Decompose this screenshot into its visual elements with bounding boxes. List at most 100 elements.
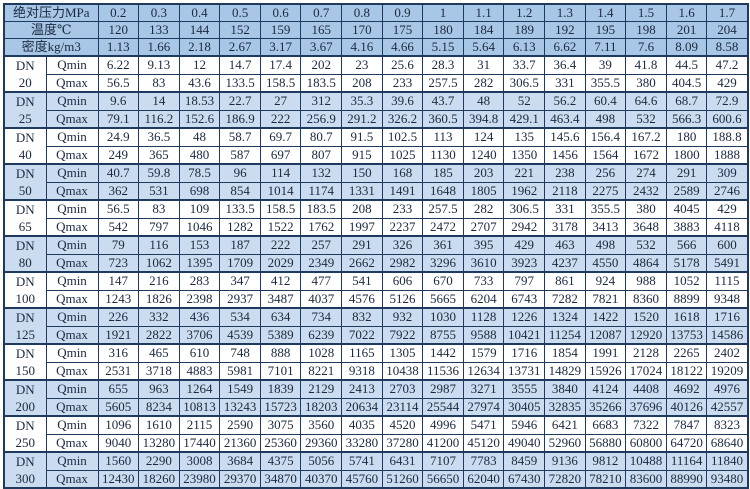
qmin-value-cell: 1030 [422, 307, 464, 327]
dn-cell: DN 125 [3, 307, 47, 345]
qmax-value-cell: 7022 [341, 325, 383, 345]
qmax-value-cell: 5491 [706, 253, 748, 273]
qmin-value-cell: 1560 [97, 451, 140, 471]
header-value-cell: 144 [178, 21, 221, 39]
qmin-row-dn-65: DN 65 Qmin 56.5 83 109 133.5 158.5 183.5 208 233 25… [3, 199, 748, 237]
qmax-value-cell: 8221 [300, 361, 343, 381]
qmin-value-cell: 168 [381, 163, 424, 183]
qmax-value-cell: 1062 [138, 253, 180, 273]
qmin-label-cell: Qmin [45, 235, 99, 255]
qmax-value-cell: 222 [259, 109, 302, 129]
qmax-row-dn-125: Qmax 1921 2822 3706 4539 5389 6239 7022 7922 8755… [4, 325, 748, 345]
qmin-value-cell: 498 [584, 235, 627, 255]
qmin-value-cell: 312 [300, 91, 343, 111]
dn-prefix-label: DN [15, 202, 35, 217]
qmin-value-cell: 116 [138, 235, 180, 255]
qmin-row-dn-25: DN 25 Qmin 9.6 14 18.53 22.7 27 312 35.3 39.6 43.7 4… [3, 91, 748, 129]
qmax-value-cell: 7282 [544, 289, 586, 309]
qmin-value-cell: 2128 [625, 343, 667, 363]
qmin-value-cell: 48 [178, 127, 221, 147]
qmin-value-cell: 41.8 [625, 55, 667, 75]
qmin-value-cell: 1716 [503, 343, 546, 363]
qmax-value-cell: 18260 [138, 469, 180, 489]
qmax-value-cell: 11254 [544, 325, 586, 345]
qmin-value-cell: 64.6 [625, 91, 667, 111]
header-row: 绝对压力MPa 0.2 0.3 0.4 0.5 0.6 0.7 0.8 0.9 1 1.1 1.2 1.… [3, 3, 748, 22]
qmax-value-cell: 3487 [259, 289, 302, 309]
dn-size-label: 250 [15, 435, 36, 450]
qmax-row-dn-150: Qmax 2531 3718 4883 5981 7101 8221 9318 10438 115… [4, 361, 748, 381]
qmin-value-cell: 606 [381, 271, 424, 291]
qmax-value-cell: 1395 [178, 253, 221, 273]
qmax-value-cell: 9348 [706, 289, 748, 309]
qmin-value-cell: 102.5 [381, 127, 424, 147]
qmax-value-cell: 3296 [422, 253, 464, 273]
qmin-value-cell: 670 [422, 271, 464, 291]
header-value-cell: 4.16 [341, 38, 383, 57]
dn-cell: DN 20 [3, 55, 47, 93]
qmax-label-cell: Qmax [45, 217, 99, 237]
qmin-value-cell: 150 [341, 163, 383, 183]
qmin-value-cell: 412 [259, 271, 302, 291]
qmax-row-dn-300: Qmax 12430 18260 23980 29370 34870 40370 45760 5… [4, 469, 748, 489]
qmin-value-cell: 282 [462, 199, 505, 219]
dn-size-label: 25 [18, 111, 32, 126]
qmin-value-cell: 7847 [665, 415, 708, 435]
qmax-value-cell: 331 [544, 73, 586, 93]
qmin-value-cell: 395 [462, 235, 505, 255]
dn-size-label: 40 [18, 147, 32, 162]
qmin-value-cell: 2115 [178, 415, 221, 435]
qmax-value-cell: 1491 [381, 181, 424, 201]
qmax-value-cell: 282 [462, 73, 505, 93]
qmax-value-cell: 18122 [665, 361, 708, 381]
qmin-value-cell: 40.7 [97, 163, 140, 183]
qmax-value-cell: 587 [219, 145, 261, 165]
qmax-row-dn-25: Qmax 79.1 116.2 152.6 186.9 222 256.9 291.2 326.… [4, 109, 748, 129]
qmax-value-cell: 807 [300, 145, 343, 165]
header-value-cell: 189 [503, 21, 546, 39]
qmin-value-cell: 291 [341, 235, 383, 255]
qmax-value-cell: 29370 [219, 469, 261, 489]
qmin-value-cell: 4408 [625, 379, 667, 399]
qmin-value-cell: 145.6 [544, 127, 586, 147]
qmin-value-cell: 797 [503, 271, 546, 291]
qmin-value-cell: 8323 [706, 415, 748, 435]
qmax-value-cell: 429.1 [503, 109, 546, 129]
qmax-value-cell: 697 [259, 145, 302, 165]
qmin-value-cell: 534 [219, 307, 261, 327]
qmax-label-cell: Qmax [45, 325, 99, 345]
qmin-value-cell: 18.53 [178, 91, 221, 111]
qmin-value-cell: 347 [219, 271, 261, 291]
qmax-value-cell: 12920 [625, 325, 667, 345]
dn-prefix-label: DN [15, 58, 35, 73]
header-value-cell: 192 [544, 21, 586, 39]
qmin-label-cell: Qmin [45, 127, 99, 147]
qmax-value-cell: 32835 [544, 397, 586, 417]
qmax-value-cell: 2822 [138, 325, 180, 345]
qmax-value-cell: 1130 [422, 145, 464, 165]
qmin-value-cell: 326 [381, 235, 424, 255]
qmin-value-cell: 109 [178, 199, 221, 219]
qmax-value-cell: 2662 [341, 253, 383, 273]
qmin-value-cell: 6431 [381, 451, 424, 471]
qmin-value-cell: 1610 [138, 415, 180, 435]
header-value-cell: 0.5 [219, 3, 261, 22]
qmin-label-cell: Qmin [45, 307, 99, 327]
qmin-value-cell: 465 [138, 343, 180, 363]
qmin-value-cell: 1096 [97, 415, 140, 435]
qmax-value-cell: 64720 [665, 433, 708, 453]
qmin-value-cell: 48 [462, 91, 505, 111]
qmin-value-cell: 541 [341, 271, 383, 291]
qmax-value-cell: 1025 [381, 145, 424, 165]
qmin-value-cell: 1264 [178, 379, 221, 399]
qmin-value-cell: 43.7 [422, 91, 464, 111]
qmax-row-dn-80: Qmax 723 1062 1395 1709 2029 2349 2662 2982 3296 3… [4, 253, 748, 273]
header-value-cell: 2.67 [219, 38, 261, 57]
qmin-value-cell: 6.22 [97, 55, 140, 75]
header-value-cell: 0.8 [341, 3, 383, 22]
qmax-value-cell: 25544 [422, 397, 464, 417]
qmin-value-cell: 9.6 [97, 91, 140, 111]
qmin-value-cell: 226 [97, 307, 140, 327]
qmax-value-cell: 291.2 [341, 109, 383, 129]
qmin-value-cell: 28.3 [422, 55, 464, 75]
